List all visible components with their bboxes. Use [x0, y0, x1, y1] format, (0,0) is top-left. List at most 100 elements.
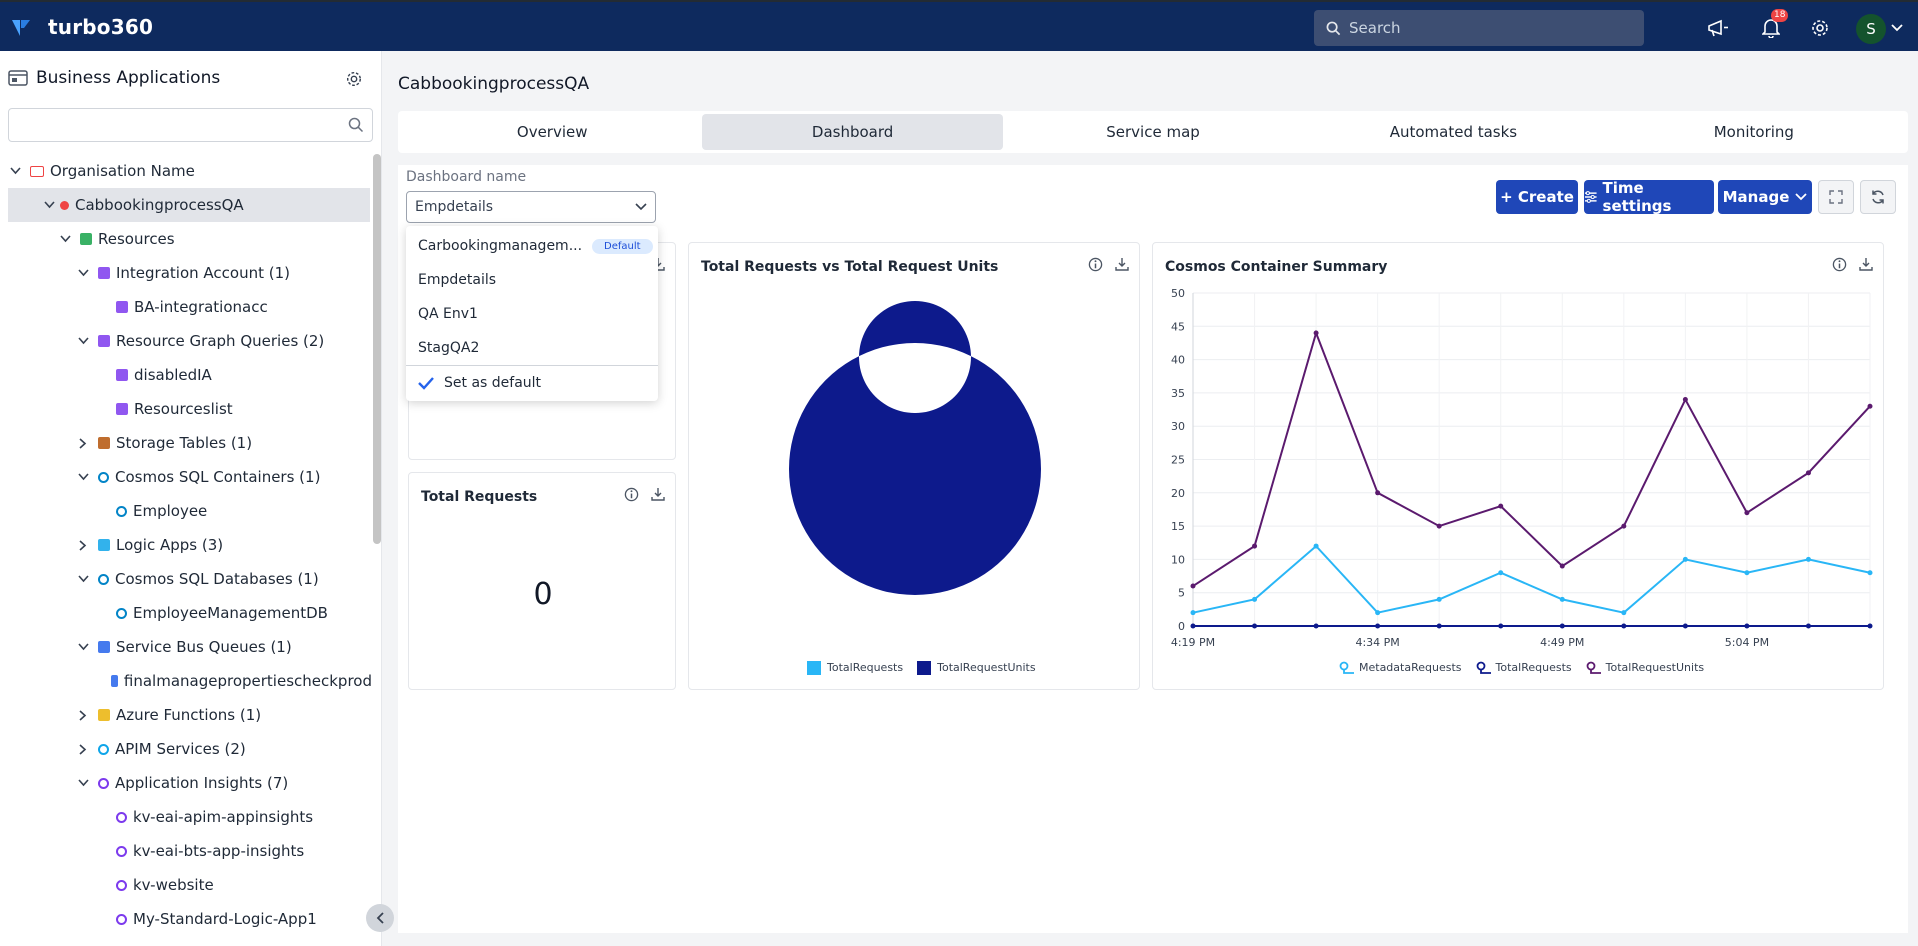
legend-item[interactable]: TotalRequests	[807, 661, 903, 675]
data-point[interactable]	[1867, 403, 1873, 409]
chevron-down-icon[interactable]	[42, 201, 56, 209]
series-line[interactable]	[1192, 544, 1871, 614]
tree-node[interactable]: Resource Graph Queries (2)	[0, 324, 372, 358]
chevron-down-icon[interactable]	[8, 167, 22, 175]
chevron-down-icon[interactable]	[76, 575, 90, 583]
tree-node[interactable]: CabbookingprocessQA	[8, 188, 370, 222]
sidebar-settings-gear-icon[interactable]	[345, 70, 363, 88]
notifications-bell-icon[interactable]: 18	[1758, 9, 1789, 41]
tree-node[interactable]: BA-integrationacc	[0, 290, 372, 324]
user-avatar[interactable]: S	[1856, 14, 1886, 44]
data-point[interactable]	[1252, 596, 1258, 602]
download-icon[interactable]	[1859, 257, 1873, 271]
tree-node[interactable]: kv-eai-bts-app-insights	[0, 834, 372, 868]
data-point[interactable]	[1559, 623, 1565, 629]
legend-item[interactable]: TotalRequestUnits	[1586, 661, 1704, 675]
data-point[interactable]	[1805, 470, 1811, 476]
tree-node[interactable]: Employee	[0, 494, 372, 528]
tree-node[interactable]: Organisation Name	[0, 154, 372, 188]
info-icon[interactable]	[1088, 257, 1103, 272]
data-point[interactable]	[1744, 623, 1750, 629]
legend-item[interactable]: TotalRequests	[1476, 661, 1572, 675]
sidebar-search-input[interactable]	[15, 110, 345, 140]
data-point[interactable]	[1313, 330, 1319, 336]
data-point[interactable]	[1190, 583, 1196, 589]
chevron-down-icon[interactable]	[76, 779, 90, 787]
refresh-button[interactable]	[1860, 180, 1896, 214]
tree-node[interactable]: My-Standard-Logic-App1	[0, 902, 372, 936]
set-as-default-option[interactable]: Set as default	[406, 366, 658, 400]
tree-node[interactable]: finalmanagepropertiescheckprod	[0, 664, 372, 698]
chevron-down-icon[interactable]	[76, 643, 90, 651]
tree-node[interactable]: EmployeeManagementDB	[0, 596, 372, 630]
tree-node[interactable]: Integration Account (1)	[0, 256, 372, 290]
dropdown-option[interactable]: Carbookingmanagem... Default	[406, 229, 658, 263]
data-point[interactable]	[1682, 623, 1688, 629]
data-point[interactable]	[1252, 623, 1258, 629]
sidebar-search[interactable]	[8, 108, 373, 142]
tree-node[interactable]: Cosmos SQL Containers (1)	[0, 460, 372, 494]
data-point[interactable]	[1621, 523, 1627, 529]
create-button[interactable]: + Create	[1496, 180, 1578, 214]
tree-node[interactable]: Resources	[0, 222, 372, 256]
data-point[interactable]	[1559, 596, 1565, 602]
dropdown-option[interactable]: Empdetails	[406, 263, 658, 297]
tree-node[interactable]: disabledIA	[0, 358, 372, 392]
data-point[interactable]	[1375, 610, 1381, 616]
info-icon[interactable]	[624, 487, 639, 502]
chevron-down-icon[interactable]	[76, 337, 90, 345]
data-point[interactable]	[1190, 623, 1196, 629]
data-point[interactable]	[1559, 563, 1565, 569]
data-point[interactable]	[1621, 610, 1627, 616]
chevron-down-icon[interactable]	[58, 235, 72, 243]
sidebar-scrollbar[interactable]	[373, 154, 381, 544]
donut-slice[interactable]	[788, 301, 1041, 595]
data-point[interactable]	[1436, 523, 1442, 529]
data-point[interactable]	[1313, 543, 1319, 549]
tree-node[interactable]: Cosmos SQL Databases (1)	[0, 562, 372, 596]
global-search-input[interactable]	[1349, 19, 1629, 37]
time-settings-button[interactable]: Time settings	[1584, 179, 1714, 215]
sidebar-collapse-button[interactable]	[366, 904, 394, 932]
tree-node[interactable]: Storage Tables (1)	[0, 426, 372, 460]
info-icon[interactable]	[1832, 257, 1847, 272]
data-point[interactable]	[1867, 570, 1873, 576]
data-point[interactable]	[1375, 623, 1381, 629]
tree-node[interactable]: Application Insights (7)	[0, 766, 372, 800]
data-point[interactable]	[1867, 623, 1873, 629]
chevron-down-icon[interactable]	[76, 269, 90, 277]
data-point[interactable]	[1744, 510, 1750, 516]
data-point[interactable]	[1498, 503, 1504, 509]
tree-node[interactable]: kv-website	[0, 868, 372, 902]
manage-button[interactable]: Manage	[1718, 180, 1812, 214]
legend-item[interactable]: TotalRequestUnits	[917, 661, 1036, 675]
data-point[interactable]	[1436, 596, 1442, 602]
data-point[interactable]	[1682, 397, 1688, 403]
dropdown-option[interactable]: StagQA2	[406, 331, 658, 365]
chevron-down-icon[interactable]	[76, 473, 90, 481]
data-point[interactable]	[1682, 556, 1688, 562]
data-point[interactable]	[1190, 610, 1196, 616]
data-point[interactable]	[1375, 490, 1381, 496]
data-point[interactable]	[1252, 543, 1258, 549]
data-point[interactable]	[1744, 570, 1750, 576]
tree-node[interactable]: Resourceslist	[0, 392, 372, 426]
data-point[interactable]	[1498, 570, 1504, 576]
chevron-right-icon[interactable]	[76, 437, 90, 449]
data-point[interactable]	[1313, 623, 1319, 629]
data-point[interactable]	[1498, 623, 1504, 629]
fullscreen-button[interactable]	[1818, 180, 1854, 214]
tree-node[interactable]: APIM Services (2)	[0, 732, 372, 766]
tree-node[interactable]: kv-eai-apim-appinsights	[0, 800, 372, 834]
chevron-down-icon[interactable]	[1891, 24, 1903, 32]
data-point[interactable]	[1436, 623, 1442, 629]
legend-item[interactable]: MetadataRequests	[1339, 661, 1462, 675]
tab-monitoring[interactable]: Monitoring	[1713, 123, 1794, 141]
dashboard-select[interactable]: Empdetails	[406, 191, 656, 223]
tab-automated-tasks[interactable]: Automated tasks	[1389, 123, 1518, 141]
settings-gear-icon[interactable]	[1807, 15, 1833, 41]
dropdown-option[interactable]: QA Env1	[406, 297, 658, 331]
announcement-icon[interactable]	[1705, 15, 1731, 41]
data-point[interactable]	[1805, 556, 1811, 562]
data-point[interactable]	[1805, 623, 1811, 629]
